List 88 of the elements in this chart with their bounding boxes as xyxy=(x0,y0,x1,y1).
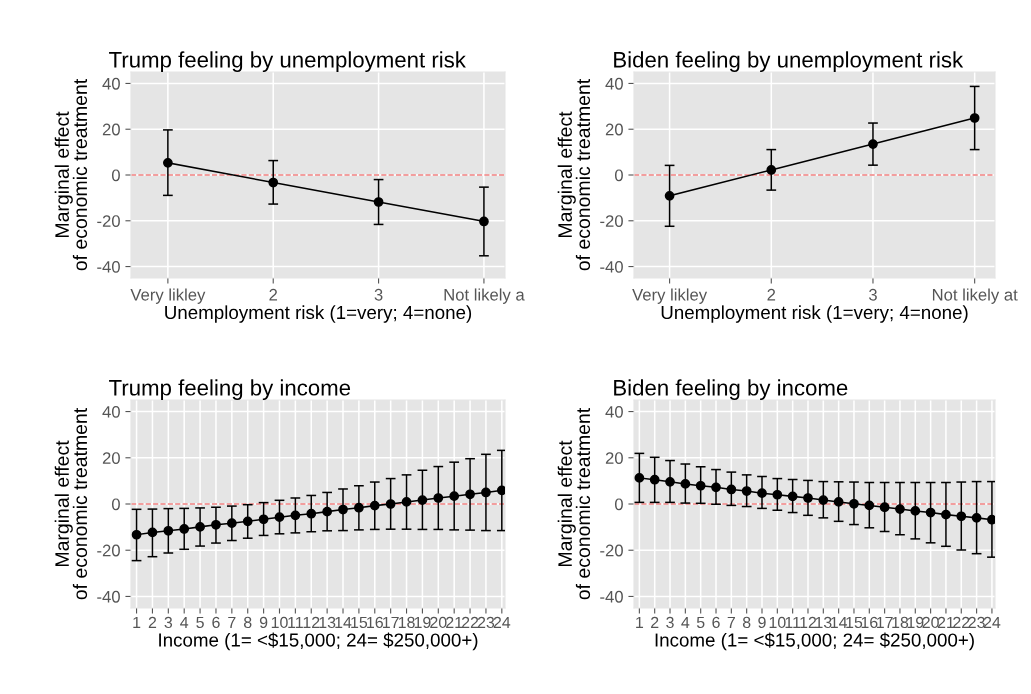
x-tick-label: 9 xyxy=(758,616,766,629)
x-tick-label: 16 xyxy=(367,616,383,629)
x-tick-label: Not likely at xyxy=(932,288,1018,304)
x-tick-label: 15 xyxy=(846,616,863,629)
x-tick-label: 20 xyxy=(922,616,939,629)
x-tick-label: Not likely a xyxy=(444,288,525,304)
x-tick-label: 13 xyxy=(815,616,832,629)
x-tick-label: 10 xyxy=(271,616,288,629)
x-tick-label: 12 xyxy=(303,616,320,628)
x-axis-title: Income (1= <$15,000; 24= $250,000+) xyxy=(159,632,478,651)
chart-title: Trump feeling by unemployment risk xyxy=(109,51,466,72)
x-tick-label: Very likley xyxy=(130,288,206,304)
x-tick-label: 17 xyxy=(876,616,893,628)
x-tick-label: 23 xyxy=(968,616,985,629)
y-tick-label: -40 xyxy=(600,260,623,273)
x-tick-label: 16 xyxy=(861,616,878,629)
x-tick-label: 8 xyxy=(243,616,252,629)
x-tick-label: 4 xyxy=(180,616,189,628)
y-tick-label: 20 xyxy=(605,452,623,464)
y-tick-label: 20 xyxy=(605,123,623,136)
y-tick-label: 40 xyxy=(605,77,623,90)
x-tick-label: 19 xyxy=(414,616,431,629)
x-tick-label: 5 xyxy=(196,616,204,629)
x-tick-label: 21 xyxy=(937,616,955,628)
x-tick-label: 21 xyxy=(446,616,463,628)
x-tick-label: 14 xyxy=(335,616,352,628)
x-tick-label: 14 xyxy=(830,616,848,628)
x-tick-label: 3 xyxy=(868,288,877,301)
x-tick-label: 1 xyxy=(133,616,141,628)
x-axis-title: Unemployment risk (1=very; 4=none) xyxy=(165,305,472,323)
x-tick-label: 18 xyxy=(398,616,415,629)
y-tick-label: 40 xyxy=(605,405,623,418)
x-tick-label: 22 xyxy=(953,616,970,628)
y-tick-label: -20 xyxy=(97,544,120,557)
x-tick-label: 23 xyxy=(477,616,495,629)
x-tick-label: 3 xyxy=(666,616,674,629)
x-tick-label: 3 xyxy=(374,288,383,301)
x-tick-label: 9 xyxy=(259,616,268,629)
y-tick-label: -40 xyxy=(97,260,120,273)
y-axis-title: Marginal effect of economic treatment xyxy=(557,407,591,600)
x-tick-label: 2 xyxy=(148,616,157,628)
x-tick-label: 11 xyxy=(785,616,801,628)
x-tick-label: 4 xyxy=(681,616,690,628)
y-axis-title: Marginal effect of economic treatment xyxy=(54,78,88,271)
x-tick-label: 7 xyxy=(727,616,735,628)
y-tick-label: -40 xyxy=(97,590,120,603)
y-tick-label: 20 xyxy=(102,123,120,136)
x-tick-label: 3 xyxy=(164,616,173,629)
x-tick-label: 15 xyxy=(351,616,368,629)
x-tick-label: 6 xyxy=(212,616,220,629)
x-tick-label: 20 xyxy=(430,616,447,629)
x-tick-label: 22 xyxy=(461,616,479,628)
x-tick-label: 5 xyxy=(696,616,705,629)
x-tick-label: 10 xyxy=(769,616,786,629)
x-tick-label: 18 xyxy=(892,616,909,629)
y-tick-label: 0 xyxy=(614,498,623,511)
x-tick-label: 2 xyxy=(269,288,278,301)
x-tick-label: 7 xyxy=(228,616,236,628)
y-tick-label: 20 xyxy=(102,452,120,464)
y-axis-title: Marginal effect of economic treatment xyxy=(557,78,591,271)
y-tick-label: -20 xyxy=(600,544,623,557)
x-tick-label: 13 xyxy=(319,616,336,629)
x-tick-label: 24 xyxy=(493,616,511,628)
chart-title: Biden feeling by unemployment risk xyxy=(614,51,964,72)
x-tick-label: 12 xyxy=(800,616,817,628)
x-tick-label: 24 xyxy=(983,616,1001,628)
x-tick-label: 8 xyxy=(742,616,751,629)
y-axis-title: Marginal effect of economic treatment xyxy=(54,407,88,600)
x-tick-label: 17 xyxy=(382,616,399,628)
x-tick-label: 19 xyxy=(907,616,924,629)
y-tick-label: 0 xyxy=(111,498,120,511)
x-axis-title: Unemployment risk (1=very; 4=none) xyxy=(661,305,968,323)
x-tick-label: Very likley xyxy=(632,288,708,304)
x-tick-label: 11 xyxy=(288,616,303,628)
x-axis-title: Income (1= <$15,000; 24= $250,000+) xyxy=(655,632,974,651)
y-tick-label: 40 xyxy=(102,77,120,90)
chart-title: Biden feeling by income xyxy=(614,379,848,400)
y-tick-label: -20 xyxy=(600,215,623,227)
y-tick-label: -20 xyxy=(97,215,120,227)
y-tick-label: 0 xyxy=(614,169,623,182)
x-tick-label: 6 xyxy=(712,616,720,629)
y-tick-label: 0 xyxy=(111,169,120,182)
x-tick-label: 1 xyxy=(636,616,644,628)
y-tick-label: 40 xyxy=(102,405,120,418)
x-tick-label: 2 xyxy=(651,616,659,628)
x-tick-label: 2 xyxy=(767,288,776,301)
y-tick-label: -40 xyxy=(600,590,623,603)
chart-title: Trump feeling by income xyxy=(109,379,351,400)
